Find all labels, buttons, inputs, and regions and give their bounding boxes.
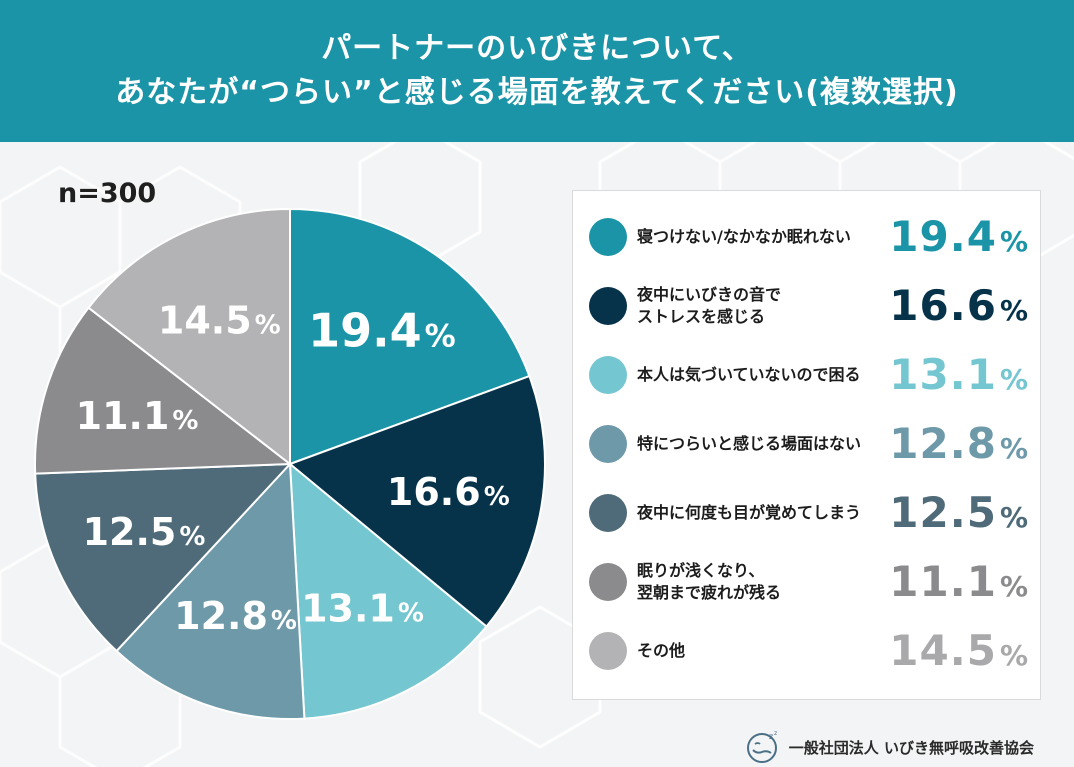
legend-label: 特につらいと感じる場面はない (637, 434, 862, 453)
legend-value: 14.5% (889, 626, 1028, 675)
pie-slice-6 (34, 306, 293, 475)
legend-value: 12.8% (889, 419, 1028, 468)
legend-label: その他 (637, 641, 686, 660)
legend-value: 13.1% (889, 350, 1028, 399)
svg-text:z: z (769, 732, 773, 741)
pie-slice-1 (289, 207, 531, 466)
legend-swatch (589, 563, 627, 601)
pie-label-2: 16.6% (387, 470, 510, 514)
legend-swatch (589, 632, 627, 670)
legend-item-6: 眠りが浅くなり、 翌朝まで疲れが残る 11.1% (573, 552, 1042, 612)
legend-swatch (589, 218, 627, 256)
title-line-2: あなたが“つらい”と感じる場面を教えてください(複数選択) (115, 75, 959, 110)
legend-label: 夜中にいびきの音で ストレスを感じる (637, 285, 782, 326)
title-banner: パートナーのいびきについて、 あなたが“つらい”と感じる場面を教えてください(複… (0, 0, 1074, 142)
legend-panel: 寝つけない/なかなか眠れない 19.4% 夜中にいびきの音で ストレスを感じる 16.6… (572, 190, 1041, 700)
pie-label-3: 13.1% (301, 586, 424, 630)
sleeping-face-icon: z z (746, 730, 777, 763)
pie-label-1: 19.4% (308, 303, 456, 357)
legend-label: 眠りが浅くなり、 翌朝まで疲れが残る (637, 561, 782, 602)
sample-size-label: n=300 (58, 178, 157, 209)
footer: z z 一般社団法人 いびき無呼吸改善協会 (745, 730, 1034, 764)
legend-swatch (589, 494, 627, 532)
pie-slice-3 (288, 461, 488, 720)
pie-chart: 19.4% 16.6 % 13.1 %12.8 % 12.5 % 11.1 % 14.5% (34, 207, 546, 720)
pie-slice-5 (34, 462, 293, 653)
legend-item-1: 寝つけない/なかなか眠れない 19.4% (573, 207, 1042, 267)
legend-value: 16.6% (889, 281, 1028, 330)
pie-slice-4 (115, 461, 306, 720)
legend-item-5: 夜中に何度も目が覚めてしまう 12.5% (573, 483, 1042, 543)
legend-label: 夜中に何度も目が覚めてしまう (637, 503, 862, 522)
legend-value: 12.5% (889, 488, 1028, 537)
pie-slice-2 (288, 374, 546, 628)
legend-swatch (589, 425, 627, 463)
legend-swatch (589, 287, 627, 325)
legend-item-4: 特につらいと感じる場面はない 12.8% (573, 414, 1042, 474)
svg-text:z: z (774, 730, 777, 737)
title-line-1: パートナーのいびきについて、 (321, 31, 753, 66)
legend-value: 11.1% (889, 557, 1028, 606)
legend-label: 寝つけない/なかなか眠れない (637, 227, 851, 246)
legend-swatch (589, 356, 627, 394)
pie-label-6: 11.1% (76, 394, 199, 438)
legend-label: 本人は気づいていないので困る (637, 365, 861, 384)
legend-value: 19.4% (889, 212, 1028, 261)
legend-item-2: 夜中にいびきの音で ストレスを感じる 16.6% (573, 276, 1042, 336)
pie-label-7: 14.5% (158, 299, 281, 343)
pie-label-5: 12.5% (83, 510, 206, 554)
pie-slice-7 (87, 207, 291, 467)
pie-label-4: 12.8% (174, 594, 297, 638)
legend-item-7: その他 14.5% (573, 621, 1042, 681)
legend-item-3: 本人は気づいていないので困る 13.1% (573, 345, 1042, 405)
organization-name: 一般社団法人 いびき無呼吸改善協会 (788, 738, 1034, 757)
